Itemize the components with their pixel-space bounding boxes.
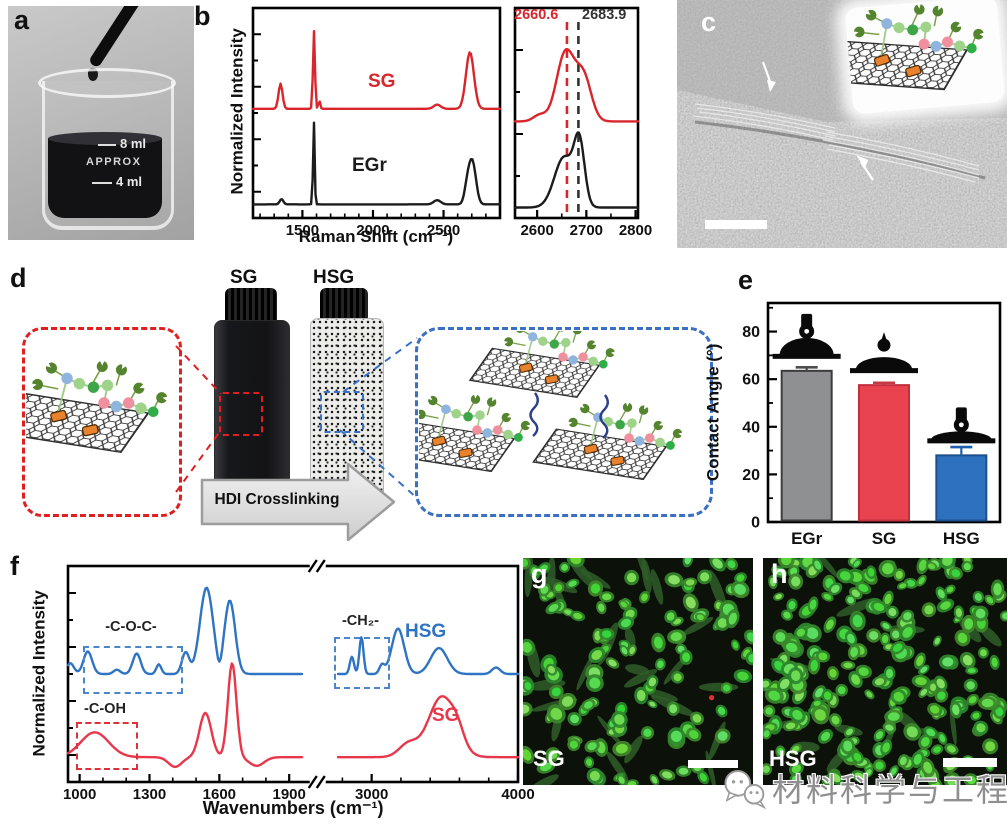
panel-letter-g: g — [531, 559, 548, 589]
vial-hsg-label: HSG — [313, 267, 355, 288]
coc-annotation-label: -C-O-C- — [105, 619, 157, 635]
panel-g-microscopy-sg: SG — [523, 558, 753, 785]
svg-text:HSG: HSG — [943, 529, 980, 548]
dropper-pipette — [87, 6, 149, 69]
scalebar-h — [943, 758, 997, 767]
panel-letter-f: f — [10, 551, 19, 581]
beaker-mark-4ml: 4 ml — [116, 174, 143, 189]
sg-molecule-model — [26, 331, 174, 507]
raman-y-axis-title: Normalized Intensity — [227, 28, 247, 195]
wechat-icon — [724, 770, 767, 810]
graphene-arrow-icon — [856, 155, 874, 181]
svg-text:2700: 2700 — [570, 222, 603, 239]
svg-text:SG: SG — [872, 529, 897, 548]
ftir-y-axis-title: Normalized Intensity — [29, 590, 49, 757]
coc-annotation-box — [83, 646, 183, 694]
fringe-shadow — [694, 120, 986, 180]
microscopy-hsg-tag: HSG — [769, 746, 817, 771]
sericin-graphene-model-icon — [845, 0, 1006, 114]
sericin-arrow-icon — [761, 61, 776, 92]
svg-text:40: 40 — [742, 419, 760, 436]
ftir-x-axis-title: Wavenumbers (cm⁻¹) — [202, 798, 384, 818]
svg-text:EGr: EGr — [791, 529, 823, 548]
coh-annotation-box — [76, 722, 138, 770]
scalebar-5nm — [705, 220, 767, 229]
svg-text:80: 80 — [742, 324, 760, 341]
svg-text:1300: 1300 — [133, 786, 166, 803]
beaker-mark-8ml: 8 ml — [120, 136, 147, 151]
peak-2660-label: 2660.6 — [514, 7, 559, 23]
panel-letter-e: e — [738, 265, 754, 295]
sg-zoom-region-box — [219, 392, 263, 436]
panel-letter-a: a — [14, 5, 30, 35]
graphene-lattice-fringes — [692, 103, 980, 183]
panel-letter-d: d — [10, 263, 27, 293]
molecule-inset — [845, 0, 1006, 115]
contact-angle-axis-title: Contact Angle (°) — [703, 343, 723, 482]
raman-x-axis-title: Raman Shift (cm⁻¹) — [298, 227, 454, 246]
watermark-text: 材料科学与工程 — [771, 772, 1007, 808]
svg-text:2800: 2800 — [619, 222, 652, 239]
beaker-mark-line-8ml — [98, 144, 116, 146]
ch2-annotation-box — [334, 637, 390, 689]
raman-egr-label: EGr — [352, 155, 387, 176]
hsg-structure-box — [415, 327, 713, 517]
svg-text:0: 0 — [751, 515, 760, 532]
sg-structure-box — [22, 327, 182, 517]
ch2-annotation-label: -CH₂- — [341, 613, 380, 629]
vial-sg-label: SG — [230, 267, 258, 288]
sg-vial-cap — [225, 288, 277, 322]
beaker-liquid — [48, 138, 162, 218]
hsg-vial-cap — [320, 288, 368, 320]
panel-h-microscopy-hsg: HSG — [763, 558, 1007, 785]
ftir-hsg-label: HSG — [405, 621, 447, 642]
hsg-cells-image — [763, 558, 1007, 785]
hdi-crosslinking-label: HDI Crosslinking — [214, 491, 340, 508]
hsg-crosslinked-model — [419, 331, 705, 507]
hdi-crosslink-chains — [529, 392, 609, 439]
panel-letter-h: h — [771, 559, 788, 589]
watermark: 材料科学与工程 — [720, 752, 1007, 824]
scalebar-g — [688, 760, 738, 768]
coh-annotation-label: -C-OH — [84, 701, 126, 717]
beaker-mark-approx: APPROX — [86, 156, 142, 168]
beaker-mark-line-4ml — [92, 182, 112, 184]
ftir-sg-label: SG — [432, 705, 460, 726]
panel-c-tem: Sericin Graphene 5 nm m — [677, 0, 1007, 248]
raman-sg-label: SG — [368, 71, 396, 92]
svg-text:60: 60 — [742, 372, 760, 389]
microscopy-sg-tag: SG — [533, 746, 565, 771]
panel-a-photo: 8 ml APPROX 4 ml — [8, 6, 194, 240]
svg-text:20: 20 — [742, 467, 760, 484]
hsg-zoom-region-box — [320, 391, 364, 433]
svg-text:2600: 2600 — [520, 222, 553, 239]
peak-2683-label: 2683.9 — [582, 7, 627, 23]
panel-letter-c: c — [701, 7, 717, 37]
svg-text:1000: 1000 — [63, 786, 96, 803]
sg-cells-image — [523, 558, 753, 785]
panel-letter-b: b — [194, 1, 211, 31]
beaker: 8 ml APPROX 4 ml — [38, 68, 176, 230]
svg-text:4000: 4000 — [501, 786, 534, 803]
beaker-liquid-surface — [48, 132, 162, 145]
